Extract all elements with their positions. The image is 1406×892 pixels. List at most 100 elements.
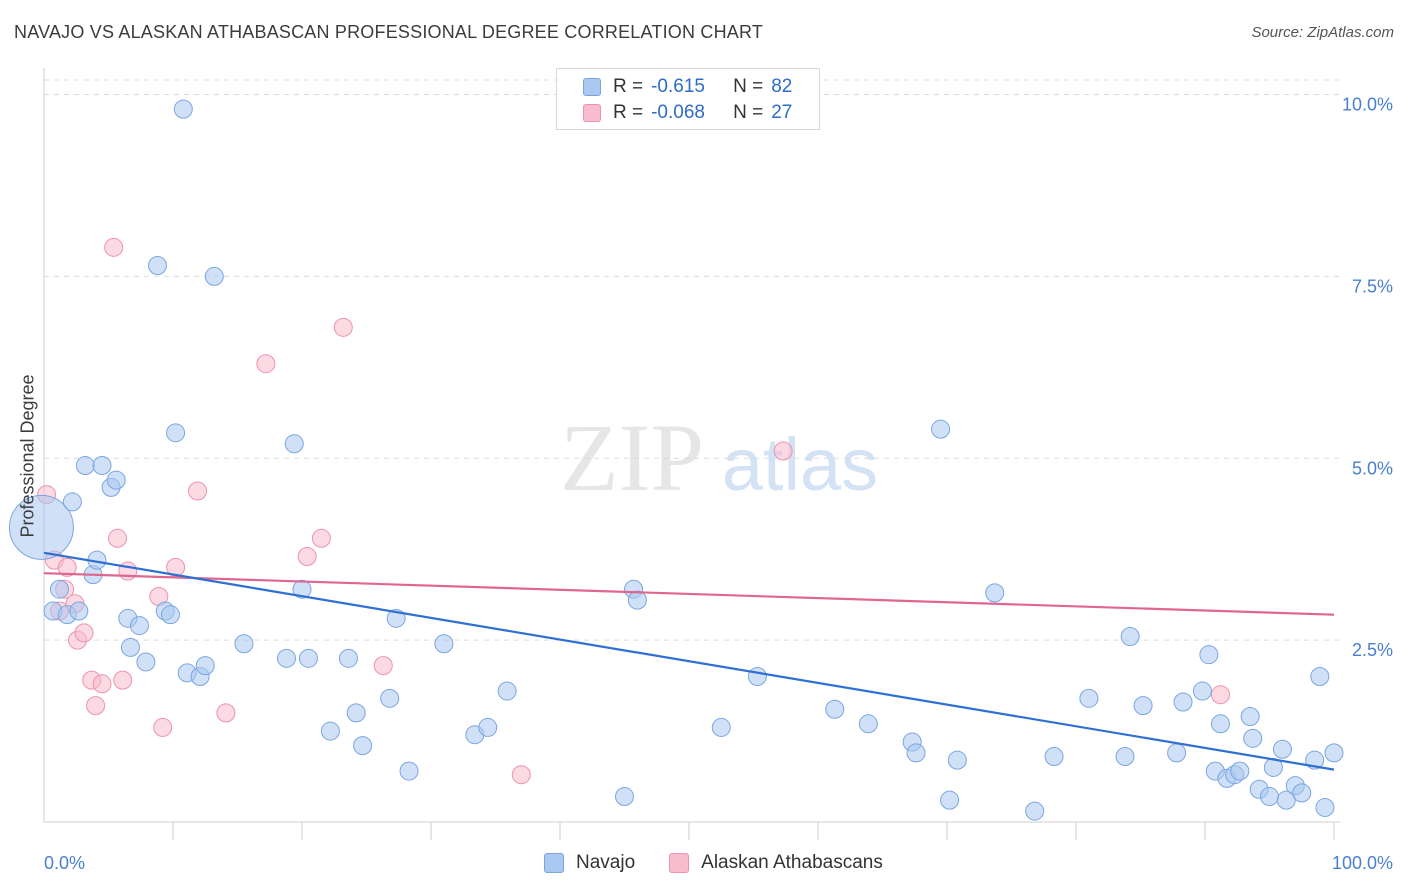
navajo-point-36 — [399, 761, 419, 781]
alaskan-point-19 — [216, 703, 236, 723]
x-tick-label-0: 0.0% — [44, 853, 85, 873]
navajo-n-value: 82 — [771, 76, 793, 97]
navajo-point-58 — [1120, 627, 1140, 646]
y-tick-label-2: 7.5% — [1352, 276, 1393, 296]
alaskan-point-14 — [118, 561, 138, 581]
alaskan-point-25 — [511, 765, 531, 785]
navajo-point-4 — [62, 492, 82, 512]
alaskan-point-20 — [256, 354, 276, 374]
navajo-point-61 — [1173, 692, 1193, 712]
navajo-point-57 — [1115, 747, 1135, 767]
navajo-point-18 — [160, 605, 180, 625]
series-legend: Navajo Alaskan Athabascans — [544, 852, 917, 874]
alaskan-point-16 — [153, 717, 173, 737]
alaskan-trend-line — [43, 572, 1335, 616]
y-tick-label-1: 5.0% — [1352, 458, 1393, 478]
navajo-point-60 — [1167, 743, 1187, 763]
chart-source: Source: ZipAtlas.com — [1251, 24, 1394, 41]
watermark: ZIP atlas — [560, 404, 878, 511]
navajo-point-53 — [985, 583, 1005, 603]
navajo-point-74 — [1272, 739, 1292, 759]
alaskan-point-21 — [297, 546, 317, 566]
navajo-point-31 — [338, 648, 358, 668]
legend-navajo-swatch — [544, 853, 564, 873]
alaskan-point-11 — [104, 237, 124, 257]
alaskan-point-18 — [188, 481, 208, 501]
navajo-point-9 — [92, 456, 112, 476]
navajo-point-55 — [1044, 747, 1064, 767]
navajo-point-37 — [434, 634, 454, 654]
navajo-point-2 — [49, 579, 69, 599]
alaskan-point-9 — [86, 696, 106, 716]
navajo-point-56 — [1079, 688, 1099, 708]
navajo-point-69 — [1240, 707, 1260, 727]
navajo-trend-line — [43, 551, 1335, 771]
navajo-point-39 — [478, 717, 498, 737]
navajo-point-81 — [1324, 743, 1344, 763]
tick-labels: 2.5% 5.0% 7.5% 10.0% 0.0% 100.0% — [44, 95, 1393, 873]
y-tick-label-3: 10.0% — [1342, 95, 1393, 115]
legend-item-navajo: Navajo — [544, 852, 635, 874]
navajo-point-75 — [1276, 790, 1296, 810]
alaskan-point-7 — [74, 623, 94, 643]
navajo-point-70 — [1243, 728, 1263, 748]
navajo-point-28 — [292, 579, 312, 599]
y-axis-title: Professional Degree — [17, 374, 38, 538]
alaskan-n-label: N = — [733, 102, 764, 123]
alaskan-n-value: 27 — [771, 102, 793, 123]
chart-title: NAVAJO VS ALASKAN ATHABASCAN PROFESSIONA… — [14, 22, 764, 42]
stats-legend-alaskan: R = -0.068 N = 27 — [583, 100, 792, 126]
navajo-point-16 — [148, 256, 168, 275]
navajo-point-62 — [1192, 681, 1212, 701]
stats-legend-navajo: R = -0.615 N = 82 — [583, 74, 792, 100]
legend-item-alaskan: Alaskan Athabascans — [669, 852, 883, 874]
navajo-point-33 — [353, 736, 373, 756]
navajo-point-41 — [615, 787, 634, 807]
navajo-point-45 — [747, 667, 767, 687]
alaskan-point-4 — [57, 557, 77, 577]
alaskan-point-26 — [773, 441, 793, 461]
grid-layer — [44, 79, 1340, 641]
navajo-point-34 — [380, 688, 400, 708]
navajo-point-5 — [69, 601, 89, 621]
alaskan-point-12 — [108, 528, 128, 548]
trend-layer — [43, 551, 1335, 771]
navajo-point-26 — [277, 648, 297, 668]
alaskan-point-27 — [1210, 685, 1230, 705]
navajo-point-14 — [129, 616, 149, 636]
navajo-r-label: R = — [613, 76, 644, 97]
navajo-point-29 — [298, 648, 318, 668]
navajo-point-63 — [1199, 645, 1219, 665]
navajo-point-50 — [931, 419, 951, 439]
navajo-point-79 — [1310, 667, 1330, 687]
navajo-r-value: -0.615 — [651, 76, 705, 97]
navajo-point-40 — [497, 681, 517, 701]
navajo-point-6 — [75, 456, 95, 476]
navajo-point-72 — [1260, 787, 1279, 807]
alaskan-swatch — [583, 104, 601, 122]
navajo-point-11 — [106, 470, 126, 490]
legend-alaskan-swatch — [669, 853, 690, 873]
watermark-zip: ZIP — [560, 404, 704, 511]
navajo-point-30 — [320, 721, 340, 741]
alaskan-r-value: -0.068 — [651, 102, 705, 123]
navajo-n-label: N = — [733, 76, 764, 97]
navajo-point-59 — [1133, 696, 1153, 716]
alaskan-point-24 — [373, 656, 393, 676]
navajo-point-52 — [947, 750, 967, 770]
navajo-point-24 — [204, 266, 224, 286]
navajo-point-20 — [173, 99, 193, 119]
navajo-point-44 — [711, 717, 731, 737]
navajo-point-65 — [1210, 714, 1230, 734]
navajo-point-25 — [234, 634, 254, 654]
navajo-point-13 — [120, 637, 140, 657]
navajo-swatch — [583, 78, 601, 96]
navajo-point-15 — [136, 652, 156, 672]
axis-layer — [43, 68, 1340, 840]
navajo-point-23 — [195, 656, 215, 676]
navajo-point-68 — [1230, 761, 1250, 781]
watermark-atlas: atlas — [722, 423, 878, 506]
navajo-point-51 — [940, 790, 960, 810]
navajo-point-49 — [906, 743, 926, 763]
